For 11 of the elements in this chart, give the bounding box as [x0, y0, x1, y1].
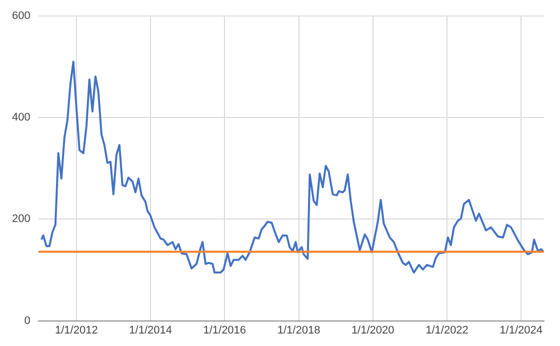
y-tick-label: 0: [24, 314, 30, 327]
y-tick-label: 600: [12, 10, 30, 22]
x-tick-label: 1/1/2014: [129, 324, 172, 336]
x-tick-label: 1/1/2024: [500, 324, 542, 336]
x-tick-label: 1/1/2018: [277, 324, 320, 336]
x-tick-label: 1/1/2012: [54, 324, 98, 336]
x-tick-label: 1/1/2020: [351, 324, 394, 336]
x-tick-label: 1/1/2016: [203, 324, 246, 336]
y-tick-label: 400: [12, 112, 30, 124]
x-tick-label: 1/1/2022: [426, 324, 468, 336]
y-tick-label: 200: [12, 213, 30, 226]
